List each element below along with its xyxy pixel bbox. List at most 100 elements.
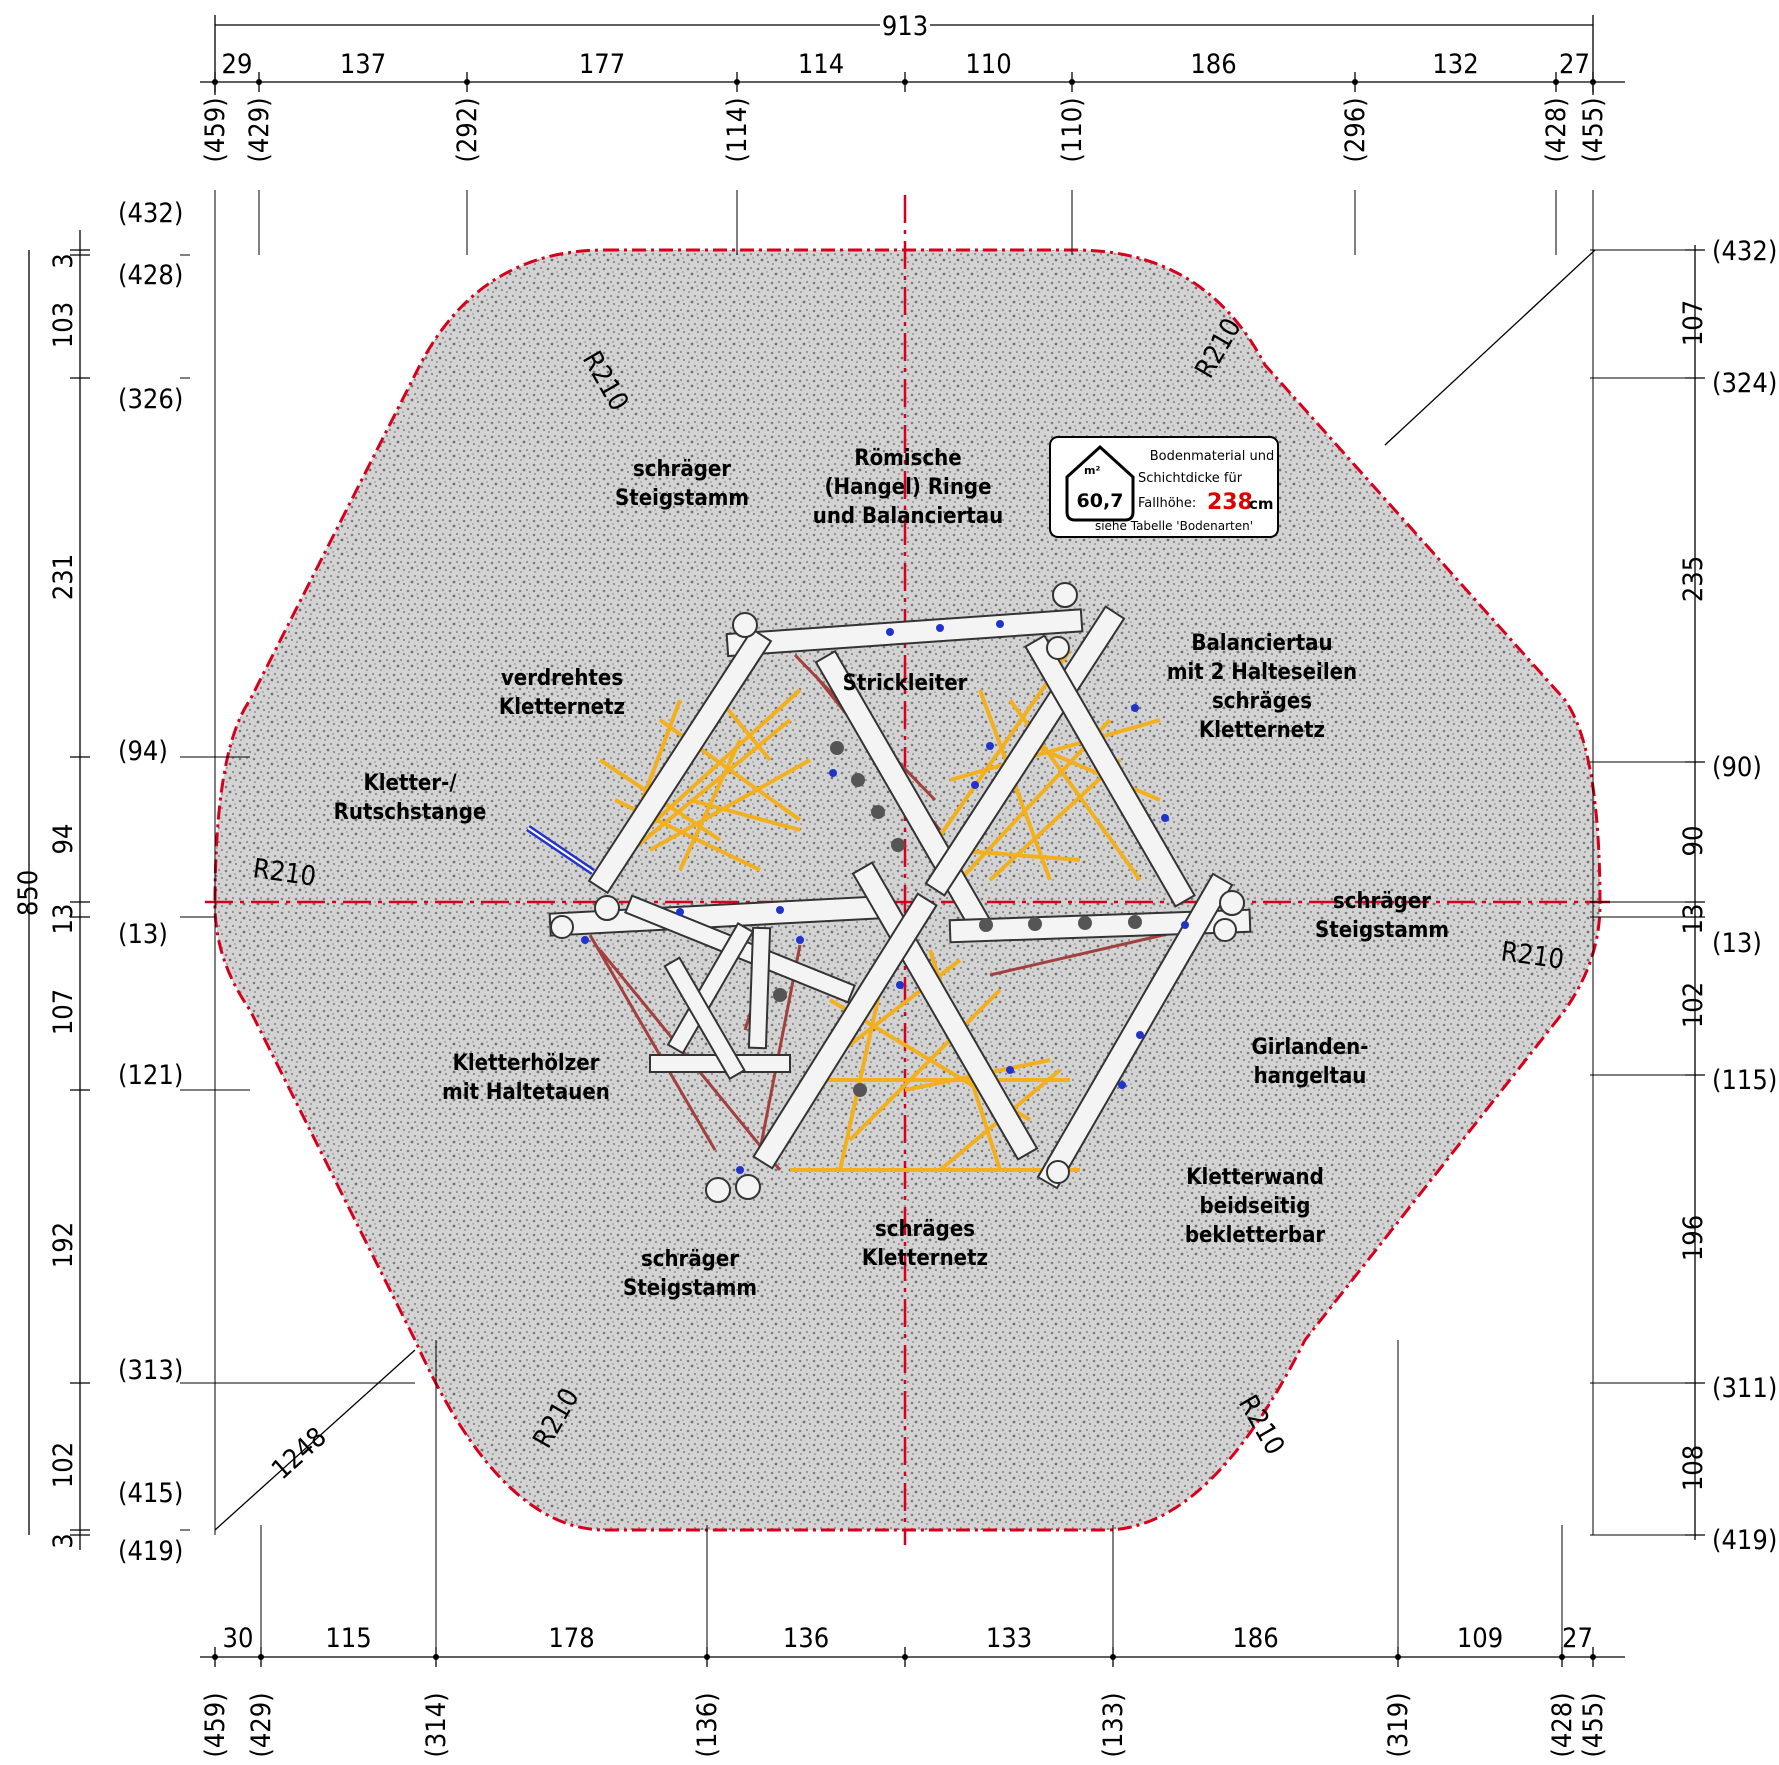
legend-line-4: siehe Tabelle 'Bodenarten' bbox=[1095, 519, 1253, 533]
bottom-coord-2: (314) bbox=[421, 1692, 452, 1757]
left-coord-0: (432) bbox=[118, 198, 183, 229]
bottom-coord-7: (455) bbox=[1578, 1692, 1609, 1757]
right-coord-1: (324) bbox=[1712, 368, 1777, 399]
bottom-dim-5: 186 bbox=[1232, 1623, 1278, 1654]
diagonal-dim: 1248 bbox=[266, 1421, 333, 1485]
top-dim-3: 114 bbox=[798, 49, 844, 80]
warning-triangle-icon bbox=[1065, 444, 1135, 522]
climbing-wood-4 bbox=[663, 956, 746, 1081]
bottom-dim-1: 115 bbox=[325, 1623, 371, 1654]
label-hoelzer-2: mit Haltetauen bbox=[442, 1080, 610, 1105]
left-coord-8: (419) bbox=[118, 1536, 183, 1567]
left-coord-3: (94) bbox=[118, 736, 168, 767]
right-dim-4: 102 bbox=[1678, 982, 1709, 1028]
top-beam bbox=[725, 608, 1084, 658]
label-wand-3: bekletterbar bbox=[1185, 1223, 1326, 1248]
label-steigstamm-r-2: Steigstamm bbox=[1315, 918, 1449, 943]
top-dim-7: 27 bbox=[1559, 49, 1590, 80]
pole-stub bbox=[747, 926, 772, 1050]
label-netz-2: Kletternetz bbox=[499, 695, 625, 720]
top-dim-1: 137 bbox=[340, 49, 386, 80]
top-coord-6: (428) bbox=[1541, 97, 1572, 162]
label-girlanden-1: Girlanden- bbox=[1252, 1035, 1369, 1060]
bottom-coord-4: (133) bbox=[1098, 1692, 1129, 1757]
right-coord-6: (419) bbox=[1712, 1525, 1777, 1556]
label-steigstamm-tl-2: Steigstamm bbox=[615, 486, 749, 511]
right-dim-1: 235 bbox=[1678, 556, 1709, 602]
slide-pole bbox=[526, 825, 595, 875]
label-stange-1: Kletter-/ bbox=[363, 771, 457, 796]
right-dim-2: 90 bbox=[1678, 826, 1709, 857]
label-ringe-1: Römische bbox=[854, 446, 961, 471]
left-diagonal-beam bbox=[587, 627, 773, 895]
top-dim-6: 132 bbox=[1432, 49, 1478, 80]
bottom-dim-4: 133 bbox=[986, 1623, 1032, 1654]
label-netz-1: verdrehtes bbox=[501, 666, 623, 691]
bottom-right-beam bbox=[1036, 872, 1234, 1190]
right-dim-5: 196 bbox=[1678, 1215, 1709, 1261]
bottom-dim-0: 30 bbox=[223, 1623, 254, 1654]
bottom-coord-1: (429) bbox=[246, 1692, 277, 1757]
bottom-coord-0: (459) bbox=[200, 1692, 231, 1757]
label-steigstamm-tl-1: schräger bbox=[633, 457, 731, 482]
legend-area-unit: m² bbox=[1084, 464, 1100, 477]
label-strickleiter: Strickleiter bbox=[843, 671, 968, 696]
left-dim-8: 3 bbox=[48, 1533, 79, 1548]
bottom-dimensions: (459) (429) (314) (136) (133) (319) (428) (455)… bbox=[200, 1340, 1625, 1758]
label-wand-2: beidseitig bbox=[1200, 1194, 1311, 1219]
left-coord-6: (313) bbox=[118, 1355, 183, 1386]
legend-line-2: Schichtdicke für bbox=[1138, 471, 1243, 486]
right-dimensions: 107 235 90 13 102 196 108 (432) (324) (90) (13) (11… bbox=[1590, 236, 1777, 1556]
left-dim-0: 3 bbox=[48, 253, 79, 268]
bottom-left-beam bbox=[752, 892, 938, 1170]
right-dim-6: 108 bbox=[1678, 1445, 1709, 1491]
label-ringe-2: (Hangel) Ringe bbox=[824, 475, 991, 500]
label-stange-2: Rutschstange bbox=[334, 800, 487, 825]
left-dim-7: 102 bbox=[48, 1442, 79, 1488]
label-girlanden-2: hangeltau bbox=[1254, 1064, 1367, 1089]
right-coord-5: (311) bbox=[1712, 1373, 1777, 1404]
legend-fall-unit: cm bbox=[1249, 495, 1274, 513]
total-height-dim: 850 bbox=[13, 870, 44, 916]
bottom-dim-3: 136 bbox=[783, 1623, 829, 1654]
legend-fall-height: 238 bbox=[1207, 490, 1253, 515]
top-dim-5: 186 bbox=[1190, 49, 1236, 80]
left-dim-1: 103 bbox=[48, 302, 79, 348]
right-dim-0: 107 bbox=[1678, 300, 1709, 346]
label-ringe-3: und Balanciertau bbox=[813, 504, 1004, 529]
bottom-coord-6: (428) bbox=[1547, 1692, 1578, 1757]
safety-area-surface bbox=[213, 248, 1602, 1532]
climbing-structure bbox=[526, 582, 1252, 1203]
left-coord-2: (326) bbox=[118, 384, 183, 415]
right-coord-2: (90) bbox=[1712, 752, 1762, 783]
top-dim-0: 29 bbox=[222, 49, 253, 80]
left-coord-7: (415) bbox=[118, 1478, 183, 1509]
legend-line-1: Bodenmaterial und bbox=[1150, 449, 1274, 464]
label-schraeges-1: schräges bbox=[875, 1217, 975, 1242]
right-coord-3: (13) bbox=[1712, 928, 1762, 959]
top-coord-0: (459) bbox=[200, 97, 231, 162]
right-coord-4: (115) bbox=[1712, 1065, 1777, 1096]
label-steigstamm-r-1: schräger bbox=[1333, 889, 1431, 914]
element-labels: schräger Steigstamm Römische (Hangel) Ri… bbox=[334, 446, 1449, 1301]
label-balanciertau-3: schräges bbox=[1212, 689, 1312, 714]
right-front-beam bbox=[924, 605, 1126, 897]
top-coord-5: (296) bbox=[1340, 97, 1371, 162]
label-balanciertau-1: Balanciertau bbox=[1191, 631, 1332, 656]
bottom-dim-2: 178 bbox=[548, 1623, 594, 1654]
bottom-dim-6: 109 bbox=[1457, 1623, 1503, 1654]
legend-line-3-prefix: Fallhöhe: bbox=[1138, 496, 1196, 511]
label-wand-1: Kletterwand bbox=[1186, 1165, 1324, 1190]
top-dim-4: 110 bbox=[965, 49, 1011, 80]
left-coord-1: (428) bbox=[118, 260, 183, 291]
right-coord-0: (432) bbox=[1712, 236, 1777, 267]
label-schraeges-2: Kletternetz bbox=[862, 1246, 988, 1271]
top-coord-7: (455) bbox=[1578, 97, 1609, 162]
label-steigstamm-bl-1: schräger bbox=[641, 1247, 739, 1272]
left-coord-4: (13) bbox=[118, 919, 168, 950]
right-horizontal-beam bbox=[948, 908, 1252, 944]
total-width-dim: 913 bbox=[882, 11, 928, 42]
label-steigstamm-bl-2: Steigstamm bbox=[623, 1276, 757, 1301]
beam-caps bbox=[550, 582, 1245, 1203]
